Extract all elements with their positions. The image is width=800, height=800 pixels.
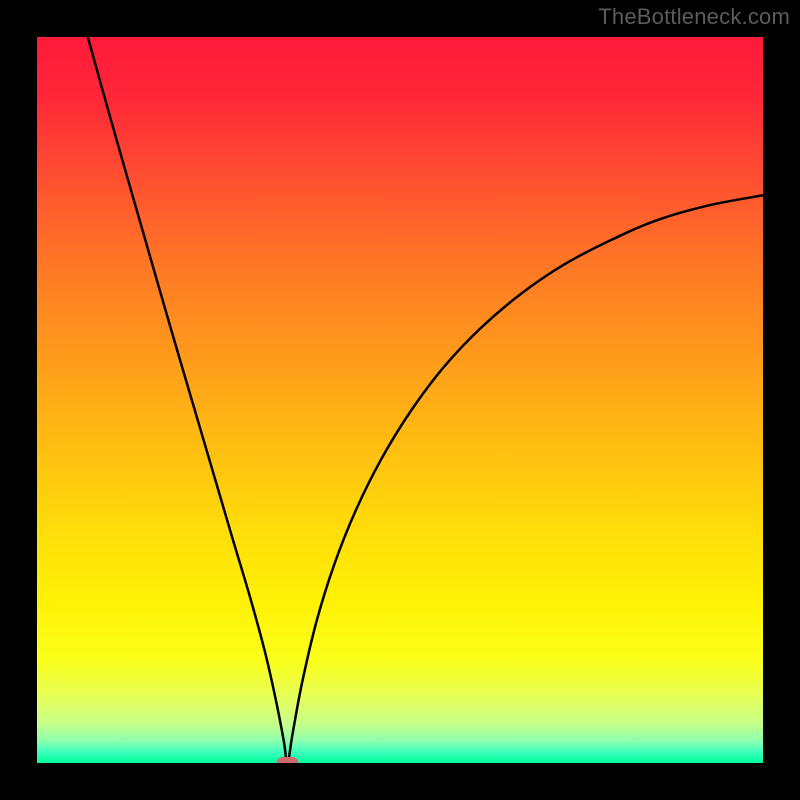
- chart-background: [37, 37, 763, 763]
- minimum-marker: [276, 757, 298, 763]
- watermark-text: TheBottleneck.com: [598, 4, 790, 30]
- chart-plot-area: [37, 37, 763, 763]
